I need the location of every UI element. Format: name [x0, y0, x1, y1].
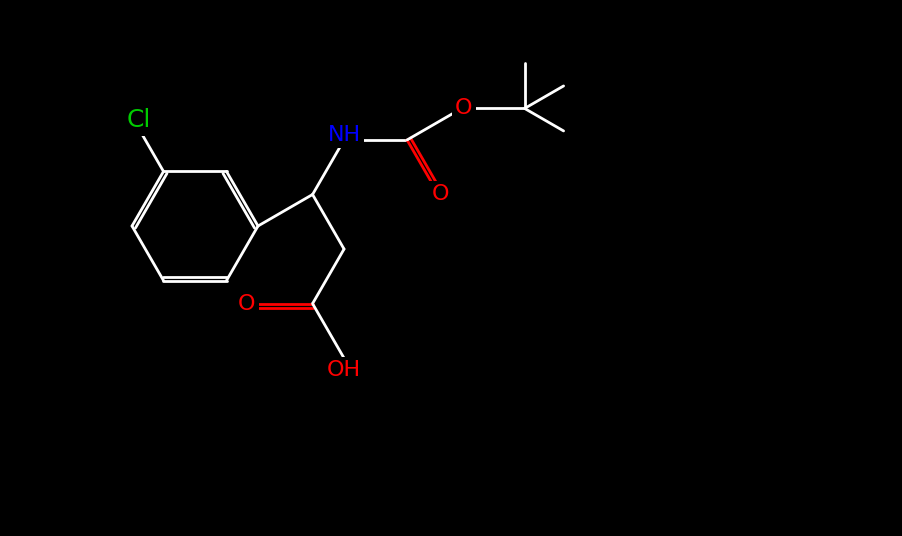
- Text: O: O: [238, 294, 255, 314]
- Text: O: O: [432, 184, 449, 205]
- Text: NH: NH: [327, 125, 361, 145]
- Text: Cl: Cl: [126, 108, 151, 132]
- Text: OH: OH: [327, 360, 361, 380]
- Text: O: O: [455, 99, 473, 118]
